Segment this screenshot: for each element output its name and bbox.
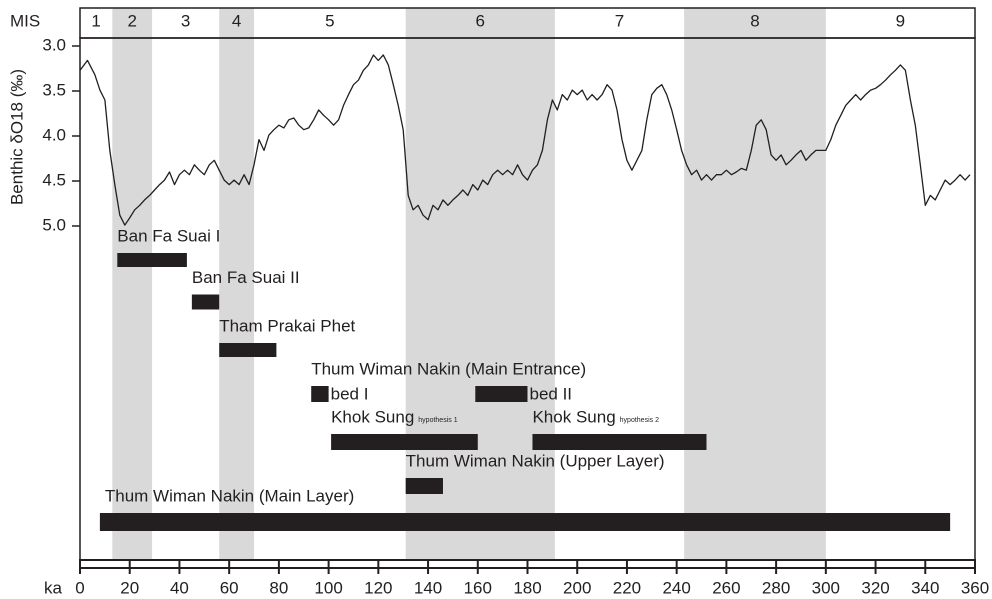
mis-band (684, 8, 826, 560)
range-note: hypothesis 1 (418, 417, 457, 424)
x-tick-label: 120 (364, 578, 392, 597)
x-tick-label: 360 (961, 578, 989, 597)
mis-stage-label: 2 (127, 11, 136, 30)
x-tick-label: 20 (120, 578, 139, 597)
range-bar (405, 478, 443, 494)
y-tick-label: 4.5 (42, 170, 66, 189)
y-tick-label: 5.0 (42, 215, 66, 234)
range-label: Khok Sung (331, 407, 414, 426)
y-axis-label: Benthic δO18 (‰) (7, 69, 26, 205)
range-bar (99, 513, 951, 531)
d18o-curve (79, 54, 971, 226)
x-tick-label: 80 (269, 578, 288, 597)
x-tick-label: 140 (414, 578, 442, 597)
x-axis-label: ka (44, 578, 63, 597)
y-tick-label: 3.5 (42, 80, 66, 99)
x-tick-label: 0 (75, 578, 84, 597)
mis-stage-label: 7 (615, 11, 624, 30)
y-tick-label: 4.0 (42, 125, 66, 144)
mis-stage-label: 4 (232, 11, 241, 30)
x-tick-label: 100 (314, 578, 342, 597)
range-note: hypothesis 2 (620, 417, 659, 424)
range-bar (475, 386, 528, 402)
x-tick-label: 220 (613, 578, 641, 597)
range-label: Ban Fa Suai II (192, 268, 300, 287)
x-tick-label: 260 (712, 578, 740, 597)
range-bar-label: bed I (331, 384, 369, 403)
range-label: Tham Prakai Phet (219, 316, 355, 335)
range-label: Ban Fa Suai I (117, 226, 220, 245)
range-label: Thum Wiman Nakin (Main Layer) (105, 486, 354, 505)
mis-stage-label: 5 (325, 11, 334, 30)
mis-band (405, 8, 555, 560)
x-tick-label: 320 (861, 578, 889, 597)
mis-band (112, 8, 153, 560)
range-bar (117, 253, 187, 267)
x-tick-label: 300 (812, 578, 840, 597)
y-tick-label: 3.0 (42, 35, 66, 54)
range-label: Thum Wiman Nakin (Upper Layer) (406, 451, 665, 470)
range-bar (311, 386, 329, 402)
range-label: Thum Wiman Nakin (Main Entrance) (311, 359, 586, 378)
x-tick-label: 240 (662, 578, 690, 597)
range-bar (331, 434, 478, 450)
range-label: Khok Sung (532, 407, 615, 426)
mis-stage-label: 8 (750, 11, 759, 30)
x-tick-label: 340 (911, 578, 939, 597)
mis-stage-label: 9 (896, 11, 905, 30)
mis-band (219, 8, 255, 560)
range-bar (532, 434, 707, 450)
range-bar-label: bed II (530, 384, 573, 403)
x-tick-label: 60 (220, 578, 239, 597)
mis-label: MIS (10, 11, 40, 30)
x-tick-label: 280 (762, 578, 790, 597)
range-bar (219, 343, 277, 357)
range-bar (191, 294, 220, 310)
x-tick-label: 160 (464, 578, 492, 597)
mis-stage-label: 1 (91, 11, 100, 30)
mis-stage-label: 3 (181, 11, 190, 30)
x-tick-label: 180 (513, 578, 541, 597)
x-tick-label: 40 (170, 578, 189, 597)
mis-stage-label: 6 (476, 11, 485, 30)
x-tick-label: 200 (563, 578, 591, 597)
